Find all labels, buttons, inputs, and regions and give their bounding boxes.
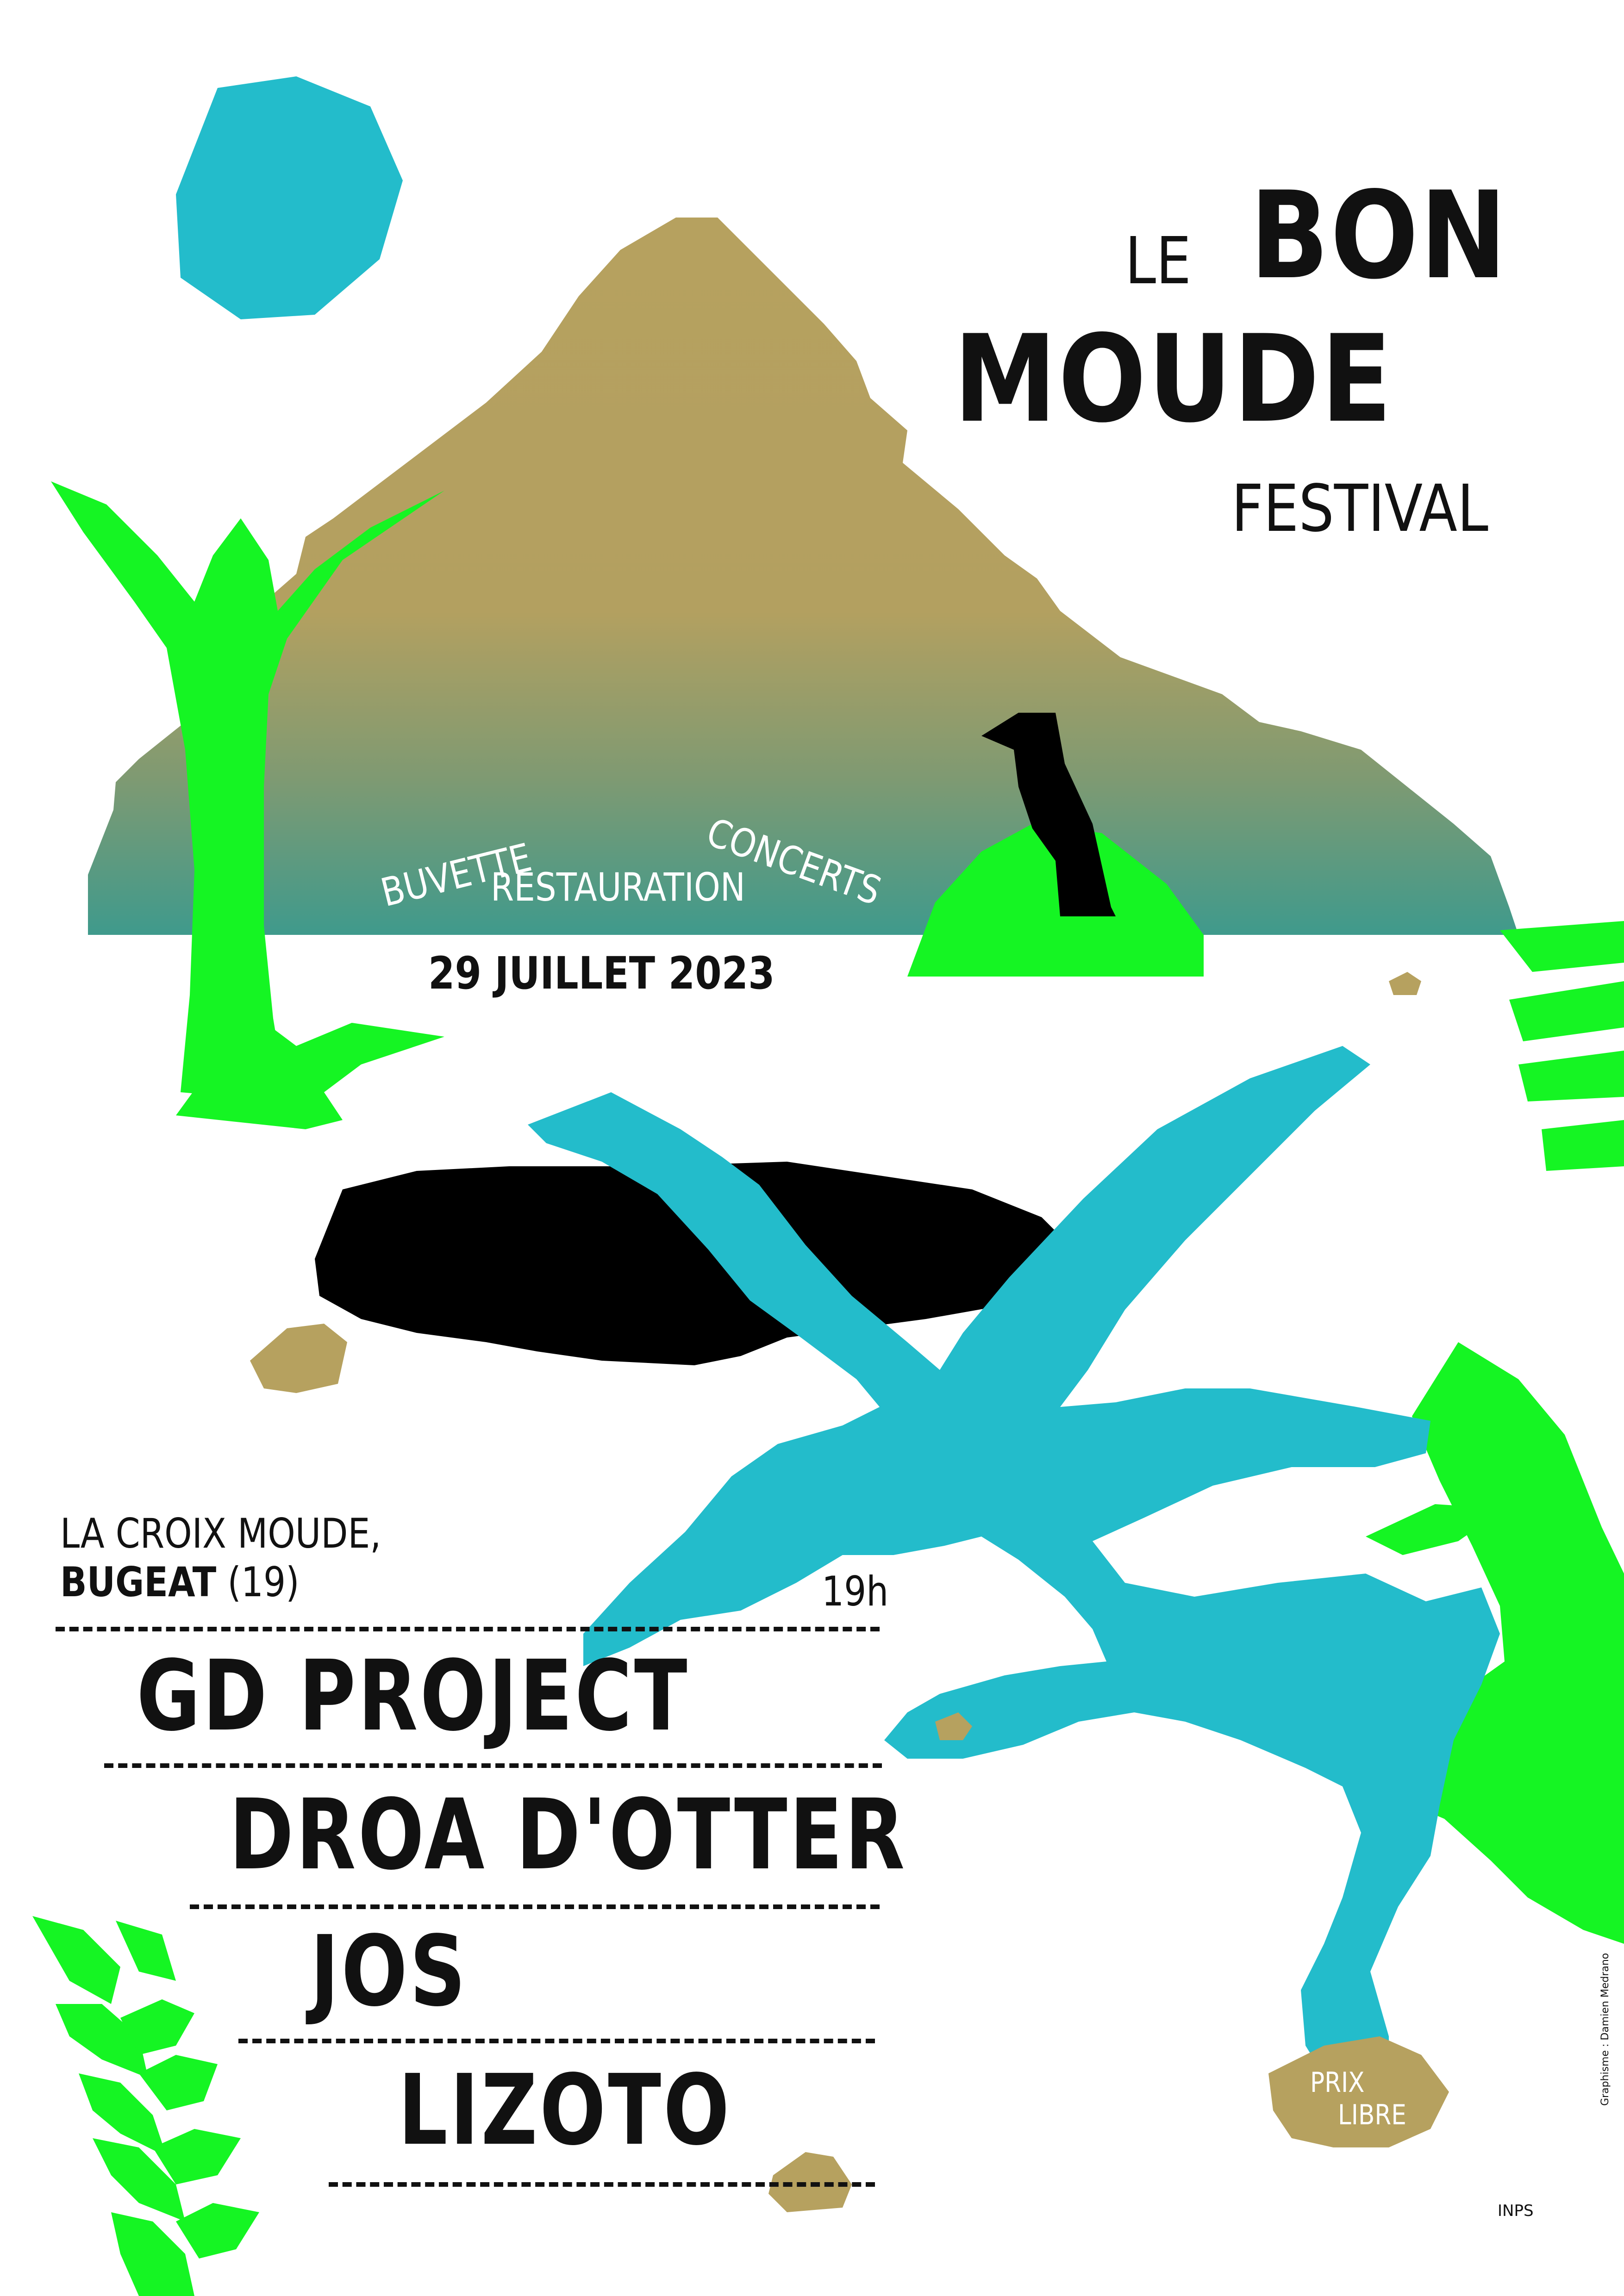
- designer-credit: Graphisme : Damien Medrano: [1599, 1953, 1611, 2106]
- bird-shape: [981, 713, 1116, 916]
- title-bon: BON: [1250, 166, 1508, 306]
- blue-plant-shape: [528, 1046, 1500, 2106]
- start-time: 19h: [822, 1568, 889, 1615]
- divider-3: [190, 1904, 880, 1909]
- tag-restauration: RESTAURATION: [491, 865, 745, 910]
- title-moude: MOUDE: [954, 310, 1393, 449]
- venue-line2: BUGEAT (19): [60, 1562, 300, 1603]
- pebble-small-2: [935, 1712, 972, 1740]
- price-line2: LIBRE: [1338, 2099, 1406, 2131]
- pebble-small-1: [1389, 972, 1421, 995]
- grass-right-top: [1500, 921, 1624, 1171]
- venue-department: (19): [216, 1558, 300, 1606]
- divider-4: [238, 2039, 875, 2043]
- lineup-act-4: LIZOTO: [398, 2053, 732, 2167]
- sun-shape: [176, 76, 403, 319]
- venue-town: BUGEAT: [60, 1558, 217, 1606]
- lineup-act-1: GD PROJECT: [137, 1639, 690, 1753]
- printer-mark: INPS: [1498, 2202, 1534, 2220]
- venue-line1: LA CROIX MOUDE,: [60, 1510, 381, 1557]
- event-date: 29 JUILLET 2023: [428, 947, 775, 999]
- pebble-left: [250, 1324, 347, 1393]
- title-le: LE: [1125, 224, 1192, 299]
- price-pebble-shape: [1268, 2036, 1449, 2147]
- palm-tree-left: [51, 481, 444, 1129]
- divider-1: [56, 1627, 880, 1631]
- price-line1: PRIX: [1310, 2066, 1365, 2099]
- divider-2: [104, 1763, 882, 1768]
- lineup-act-2: DROA D'OTTER: [229, 1778, 907, 1892]
- divider-5: [329, 2182, 875, 2187]
- fern-bottom-left: [32, 1916, 259, 2296]
- black-rock-shape: [315, 1162, 1074, 1365]
- lineup-act-3: JOS: [310, 1915, 468, 2028]
- green-hill-shape: [907, 824, 1204, 977]
- title-festival: FESTIVAL: [1231, 471, 1488, 547]
- mountain-shape: [88, 218, 1518, 935]
